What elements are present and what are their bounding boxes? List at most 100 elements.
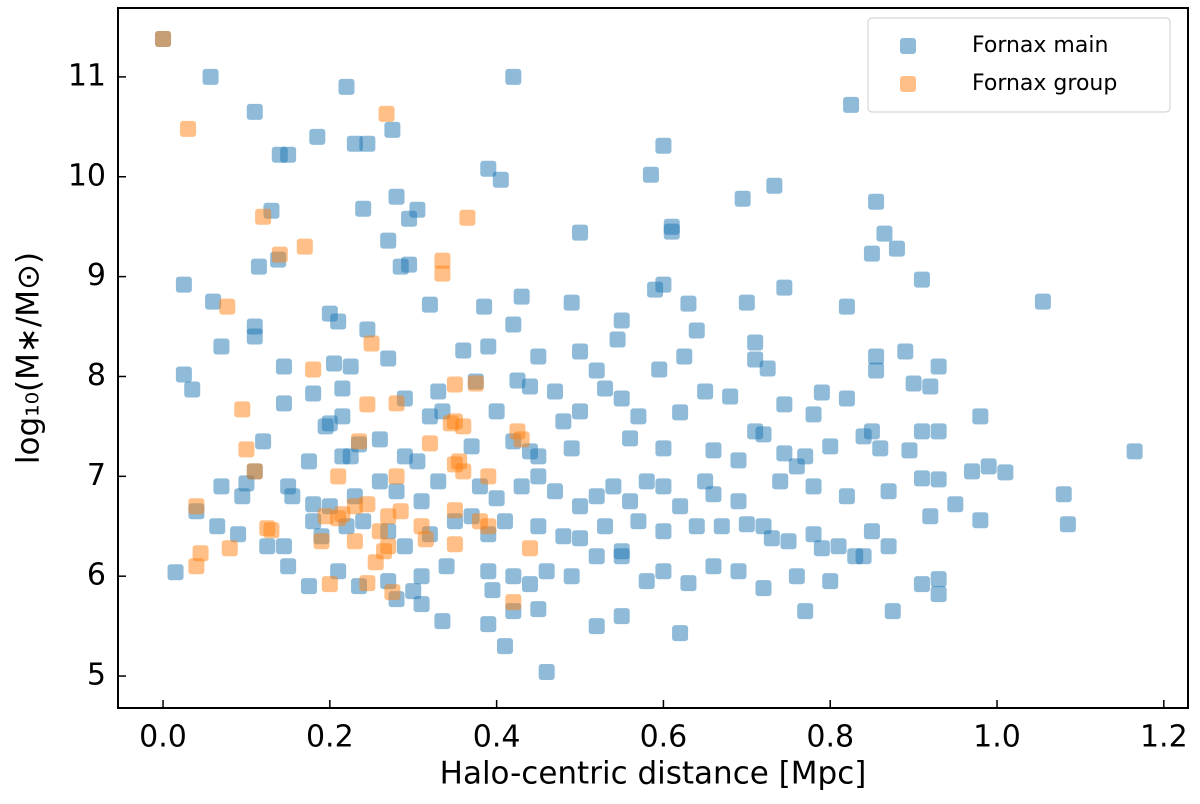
y-tick-label: 7 — [87, 458, 106, 493]
point — [838, 488, 855, 505]
point — [309, 128, 326, 145]
point — [250, 258, 267, 275]
point — [563, 440, 580, 457]
point — [351, 433, 368, 450]
point — [572, 224, 589, 241]
point — [1034, 293, 1051, 310]
point — [930, 571, 947, 588]
point — [688, 518, 705, 535]
point — [380, 232, 397, 249]
point — [788, 568, 805, 585]
point — [897, 343, 914, 360]
point — [797, 448, 814, 465]
point — [672, 404, 689, 421]
point — [305, 385, 322, 402]
point — [530, 601, 547, 618]
point — [705, 558, 722, 575]
point — [275, 358, 292, 375]
point — [180, 120, 197, 137]
point — [413, 518, 430, 535]
point — [872, 440, 889, 457]
point — [930, 471, 947, 488]
point — [492, 171, 509, 188]
point — [722, 388, 739, 405]
point — [972, 512, 989, 529]
point — [530, 468, 547, 485]
point — [396, 448, 413, 465]
point — [730, 563, 747, 580]
legend-label: Fornax group — [972, 71, 1117, 96]
point — [446, 536, 463, 553]
point — [480, 160, 497, 177]
point — [880, 483, 897, 500]
point — [280, 146, 297, 163]
point — [313, 533, 330, 550]
point — [317, 418, 334, 435]
point — [405, 583, 422, 600]
point — [638, 473, 655, 490]
point — [409, 453, 426, 470]
point — [305, 361, 322, 378]
point — [275, 395, 292, 412]
point — [480, 338, 497, 355]
point — [417, 531, 434, 548]
point — [676, 348, 693, 365]
point — [613, 543, 630, 560]
point — [563, 294, 580, 311]
point — [930, 423, 947, 440]
point — [413, 493, 430, 510]
point — [330, 563, 347, 580]
point — [338, 78, 355, 95]
point — [521, 378, 538, 395]
point — [876, 225, 893, 242]
point — [155, 30, 172, 47]
point — [188, 558, 205, 575]
point — [734, 190, 751, 207]
point — [913, 470, 930, 487]
point — [284, 488, 301, 505]
point — [888, 240, 905, 257]
point — [413, 568, 430, 585]
point — [776, 279, 793, 296]
x-tick-label: 0.2 — [306, 720, 354, 755]
x-tick-label: 0.4 — [473, 720, 521, 755]
point — [868, 362, 885, 379]
point — [805, 526, 822, 543]
point — [705, 442, 722, 459]
point — [192, 545, 209, 562]
point — [747, 334, 764, 351]
point — [167, 564, 184, 581]
point — [480, 616, 497, 633]
point — [384, 584, 401, 601]
y-tick-label: 11 — [68, 58, 106, 93]
point — [766, 177, 783, 194]
point — [355, 513, 372, 530]
point — [455, 342, 472, 359]
point — [451, 453, 468, 470]
point — [1059, 516, 1076, 533]
point — [388, 188, 405, 205]
point — [496, 513, 513, 530]
point — [588, 548, 605, 565]
point — [476, 298, 493, 315]
point — [305, 513, 322, 530]
point — [434, 265, 451, 282]
point — [1055, 486, 1072, 503]
point — [463, 438, 480, 455]
point — [300, 453, 317, 470]
point — [513, 478, 530, 495]
point — [688, 322, 705, 339]
point — [388, 395, 405, 412]
point — [296, 238, 313, 255]
point — [630, 513, 647, 530]
point — [434, 613, 451, 630]
point — [413, 596, 430, 613]
point — [884, 603, 901, 620]
legend-label: Fornax main — [972, 33, 1108, 58]
point — [521, 540, 538, 557]
point — [488, 403, 505, 420]
y-axis-label: log₁₀(M∗/M⊙) — [11, 252, 47, 464]
point — [572, 343, 589, 360]
point — [538, 563, 555, 580]
